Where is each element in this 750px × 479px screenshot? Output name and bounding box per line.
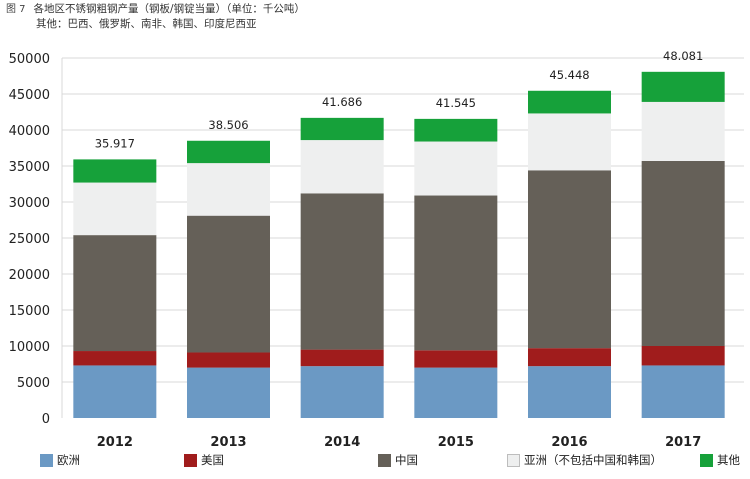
- bar-2012-series-3: [73, 182, 157, 236]
- legend-item-3: 亚洲（不包括中国和韩国）: [507, 452, 662, 468]
- legend-label-2: 中国: [395, 453, 418, 467]
- x-tick-label-2015: 2015: [438, 435, 474, 450]
- bar-2013-series-2: [187, 215, 270, 353]
- y-tick-label-25000: 25000: [9, 232, 50, 247]
- legend-swatch-1: [184, 453, 197, 467]
- y-tick-label-35000: 35000: [9, 160, 50, 175]
- x-tick-label-2012: 2012: [97, 435, 133, 450]
- bar-2014-series-0: [300, 366, 384, 418]
- bar-2016-series-0: [528, 366, 611, 418]
- y-tick-label-15000: 15000: [9, 304, 50, 319]
- legend-item-4: 其他: [700, 452, 740, 468]
- bar-2015-series-2: [414, 195, 498, 351]
- total-label-2016: 45.448: [549, 68, 589, 82]
- legend-swatch-3: [507, 453, 520, 467]
- bar-2016-series-2: [528, 170, 611, 349]
- bar-2013-series-3: [187, 163, 270, 216]
- bar-2017-series-0: [641, 365, 725, 418]
- x-tick-label-2016: 2016: [551, 435, 587, 450]
- bar-2017-series-4: [641, 71, 725, 102]
- bar-2015-series-0: [414, 367, 498, 418]
- bar-2012-series-1: [73, 351, 157, 366]
- legend-label-4: 其他: [717, 453, 740, 467]
- bar-2015-series-1: [414, 350, 498, 368]
- legend-label-1: 美国: [201, 453, 224, 467]
- bar-2012-series-0: [73, 365, 157, 418]
- total-label-2013: 38.506: [208, 118, 248, 132]
- y-tick-label-5000: 5000: [17, 376, 50, 391]
- figure-label: 图 7: [6, 4, 26, 15]
- bar-2016-series-3: [528, 113, 611, 171]
- bar-2016-series-1: [528, 348, 611, 367]
- chart-title: 各地区不锈钢粗钢产量（钢板/钢锭当量）（单位：千公吨）: [33, 3, 305, 15]
- legend-label-3: 亚洲（不包括中国和韩国）: [524, 453, 662, 467]
- legend-swatch-0: [40, 453, 53, 467]
- bar-2014-series-1: [300, 349, 384, 367]
- bar-2014-series-4: [300, 117, 384, 141]
- legend-label-0: 欧洲: [57, 453, 80, 467]
- bar-2013-series-4: [187, 140, 270, 164]
- x-tick-label-2014: 2014: [324, 435, 360, 450]
- bar-2015-series-3: [414, 141, 498, 196]
- total-label-2014: 41.686: [322, 95, 362, 109]
- legend-item-0: 欧洲: [40, 452, 80, 468]
- x-tick-label-2017: 2017: [665, 435, 701, 450]
- y-tick-label-50000: 50000: [9, 52, 50, 67]
- bar-2013-series-1: [187, 352, 270, 368]
- bar-2015-series-4: [414, 118, 498, 142]
- total-label-2012: 35.917: [95, 136, 135, 150]
- chart-legend: 欧洲 美国 中国 亚洲（不包括中国和韩国） 其他: [0, 452, 750, 474]
- figure-caption: 图 7 各地区不锈钢粗钢产量（钢板/钢锭当量）（单位：千公吨） 其他：巴西、俄罗斯…: [6, 2, 305, 31]
- bar-2012-series-2: [73, 235, 157, 352]
- bar-2014-series-3: [300, 140, 384, 194]
- total-label-2017: 48.081: [663, 49, 703, 63]
- legend-item-1: 美国: [184, 452, 224, 468]
- bar-2017-series-2: [641, 160, 725, 346]
- y-tick-label-30000: 30000: [9, 196, 50, 211]
- y-tick-label-10000: 10000: [9, 340, 50, 355]
- x-tick-label-2013: 2013: [210, 435, 246, 450]
- y-tick-label-40000: 40000: [9, 124, 50, 139]
- bar-2014-series-2: [300, 193, 384, 350]
- legend-swatch-4: [700, 453, 713, 467]
- chart-note: 其他：巴西、俄罗斯、南非、韩国、印度尼西亚: [36, 18, 257, 30]
- legend-item-2: 中国: [378, 452, 418, 468]
- bar-2016-series-4: [528, 90, 611, 114]
- legend-swatch-2: [378, 453, 391, 467]
- bar-2012-series-4: [73, 159, 157, 183]
- y-tick-label-0: 0: [42, 412, 50, 427]
- bar-2017-series-1: [641, 346, 725, 366]
- bar-2013-series-0: [187, 367, 270, 418]
- y-tick-label-45000: 45000: [9, 88, 50, 103]
- y-tick-label-20000: 20000: [9, 268, 50, 283]
- total-label-2015: 41.545: [436, 96, 476, 110]
- bar-2017-series-3: [641, 101, 725, 161]
